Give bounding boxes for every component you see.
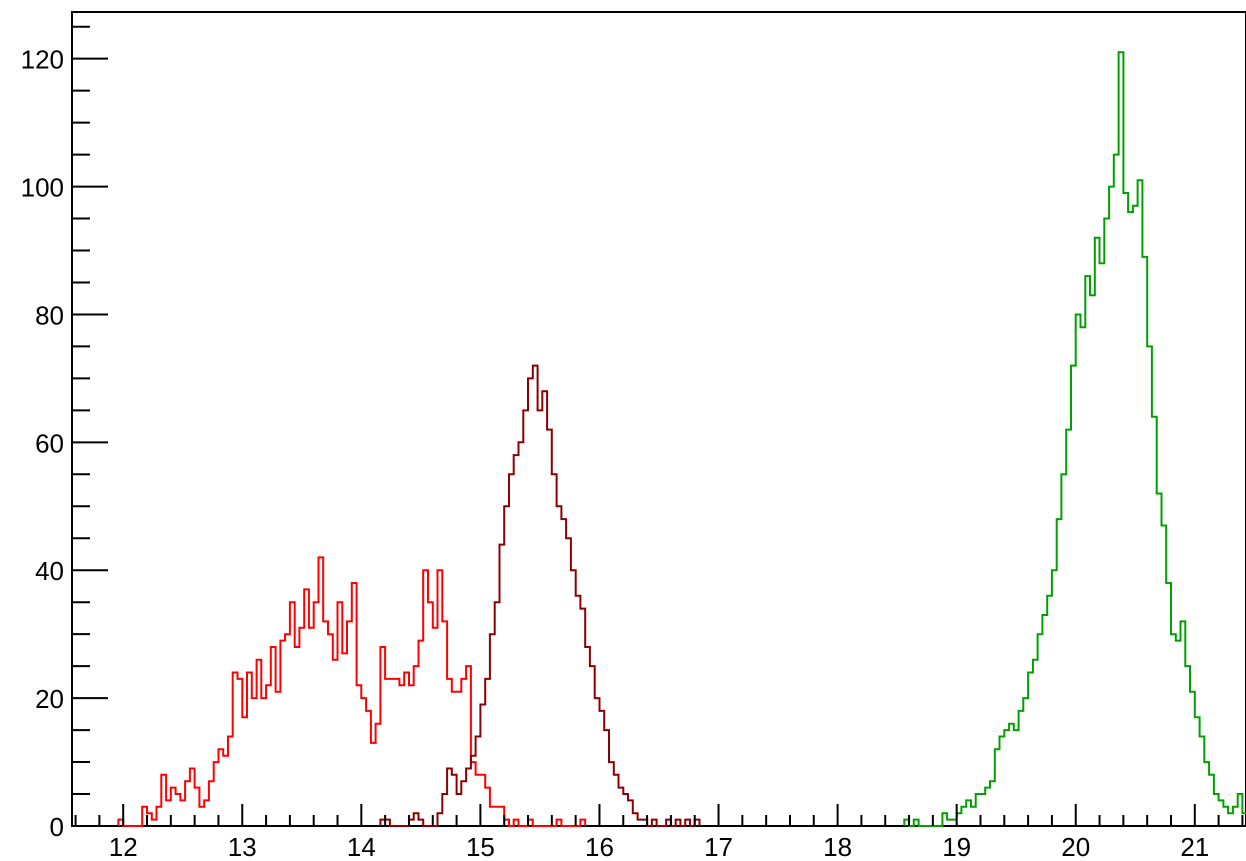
y-tick-label: 0 bbox=[50, 812, 64, 842]
y-tick-label: 60 bbox=[35, 428, 64, 458]
x-tick-label: 20 bbox=[1061, 832, 1090, 861]
y-tick-label: 40 bbox=[35, 556, 64, 586]
y-tick-label: 100 bbox=[21, 173, 64, 203]
frame bbox=[71, 11, 1246, 827]
y-tick-label: 80 bbox=[35, 300, 64, 330]
histogram-series-3 bbox=[903, 51, 1246, 827]
x-tick-label: 21 bbox=[1180, 832, 1209, 861]
x-tick-label: 12 bbox=[109, 832, 138, 861]
x-tick-label: 15 bbox=[466, 832, 495, 861]
x-tick-label: 19 bbox=[942, 832, 971, 861]
x-tick-label: 16 bbox=[585, 832, 614, 861]
histogram-series-1 bbox=[117, 556, 587, 827]
y-tick-label: 20 bbox=[35, 684, 64, 714]
x-tick-label: 13 bbox=[228, 832, 257, 861]
x-tick-label: 17 bbox=[704, 832, 733, 861]
x-tick-label: 14 bbox=[347, 832, 376, 861]
y-tick-label: 120 bbox=[21, 45, 64, 75]
x-tick-label: 18 bbox=[823, 832, 852, 861]
